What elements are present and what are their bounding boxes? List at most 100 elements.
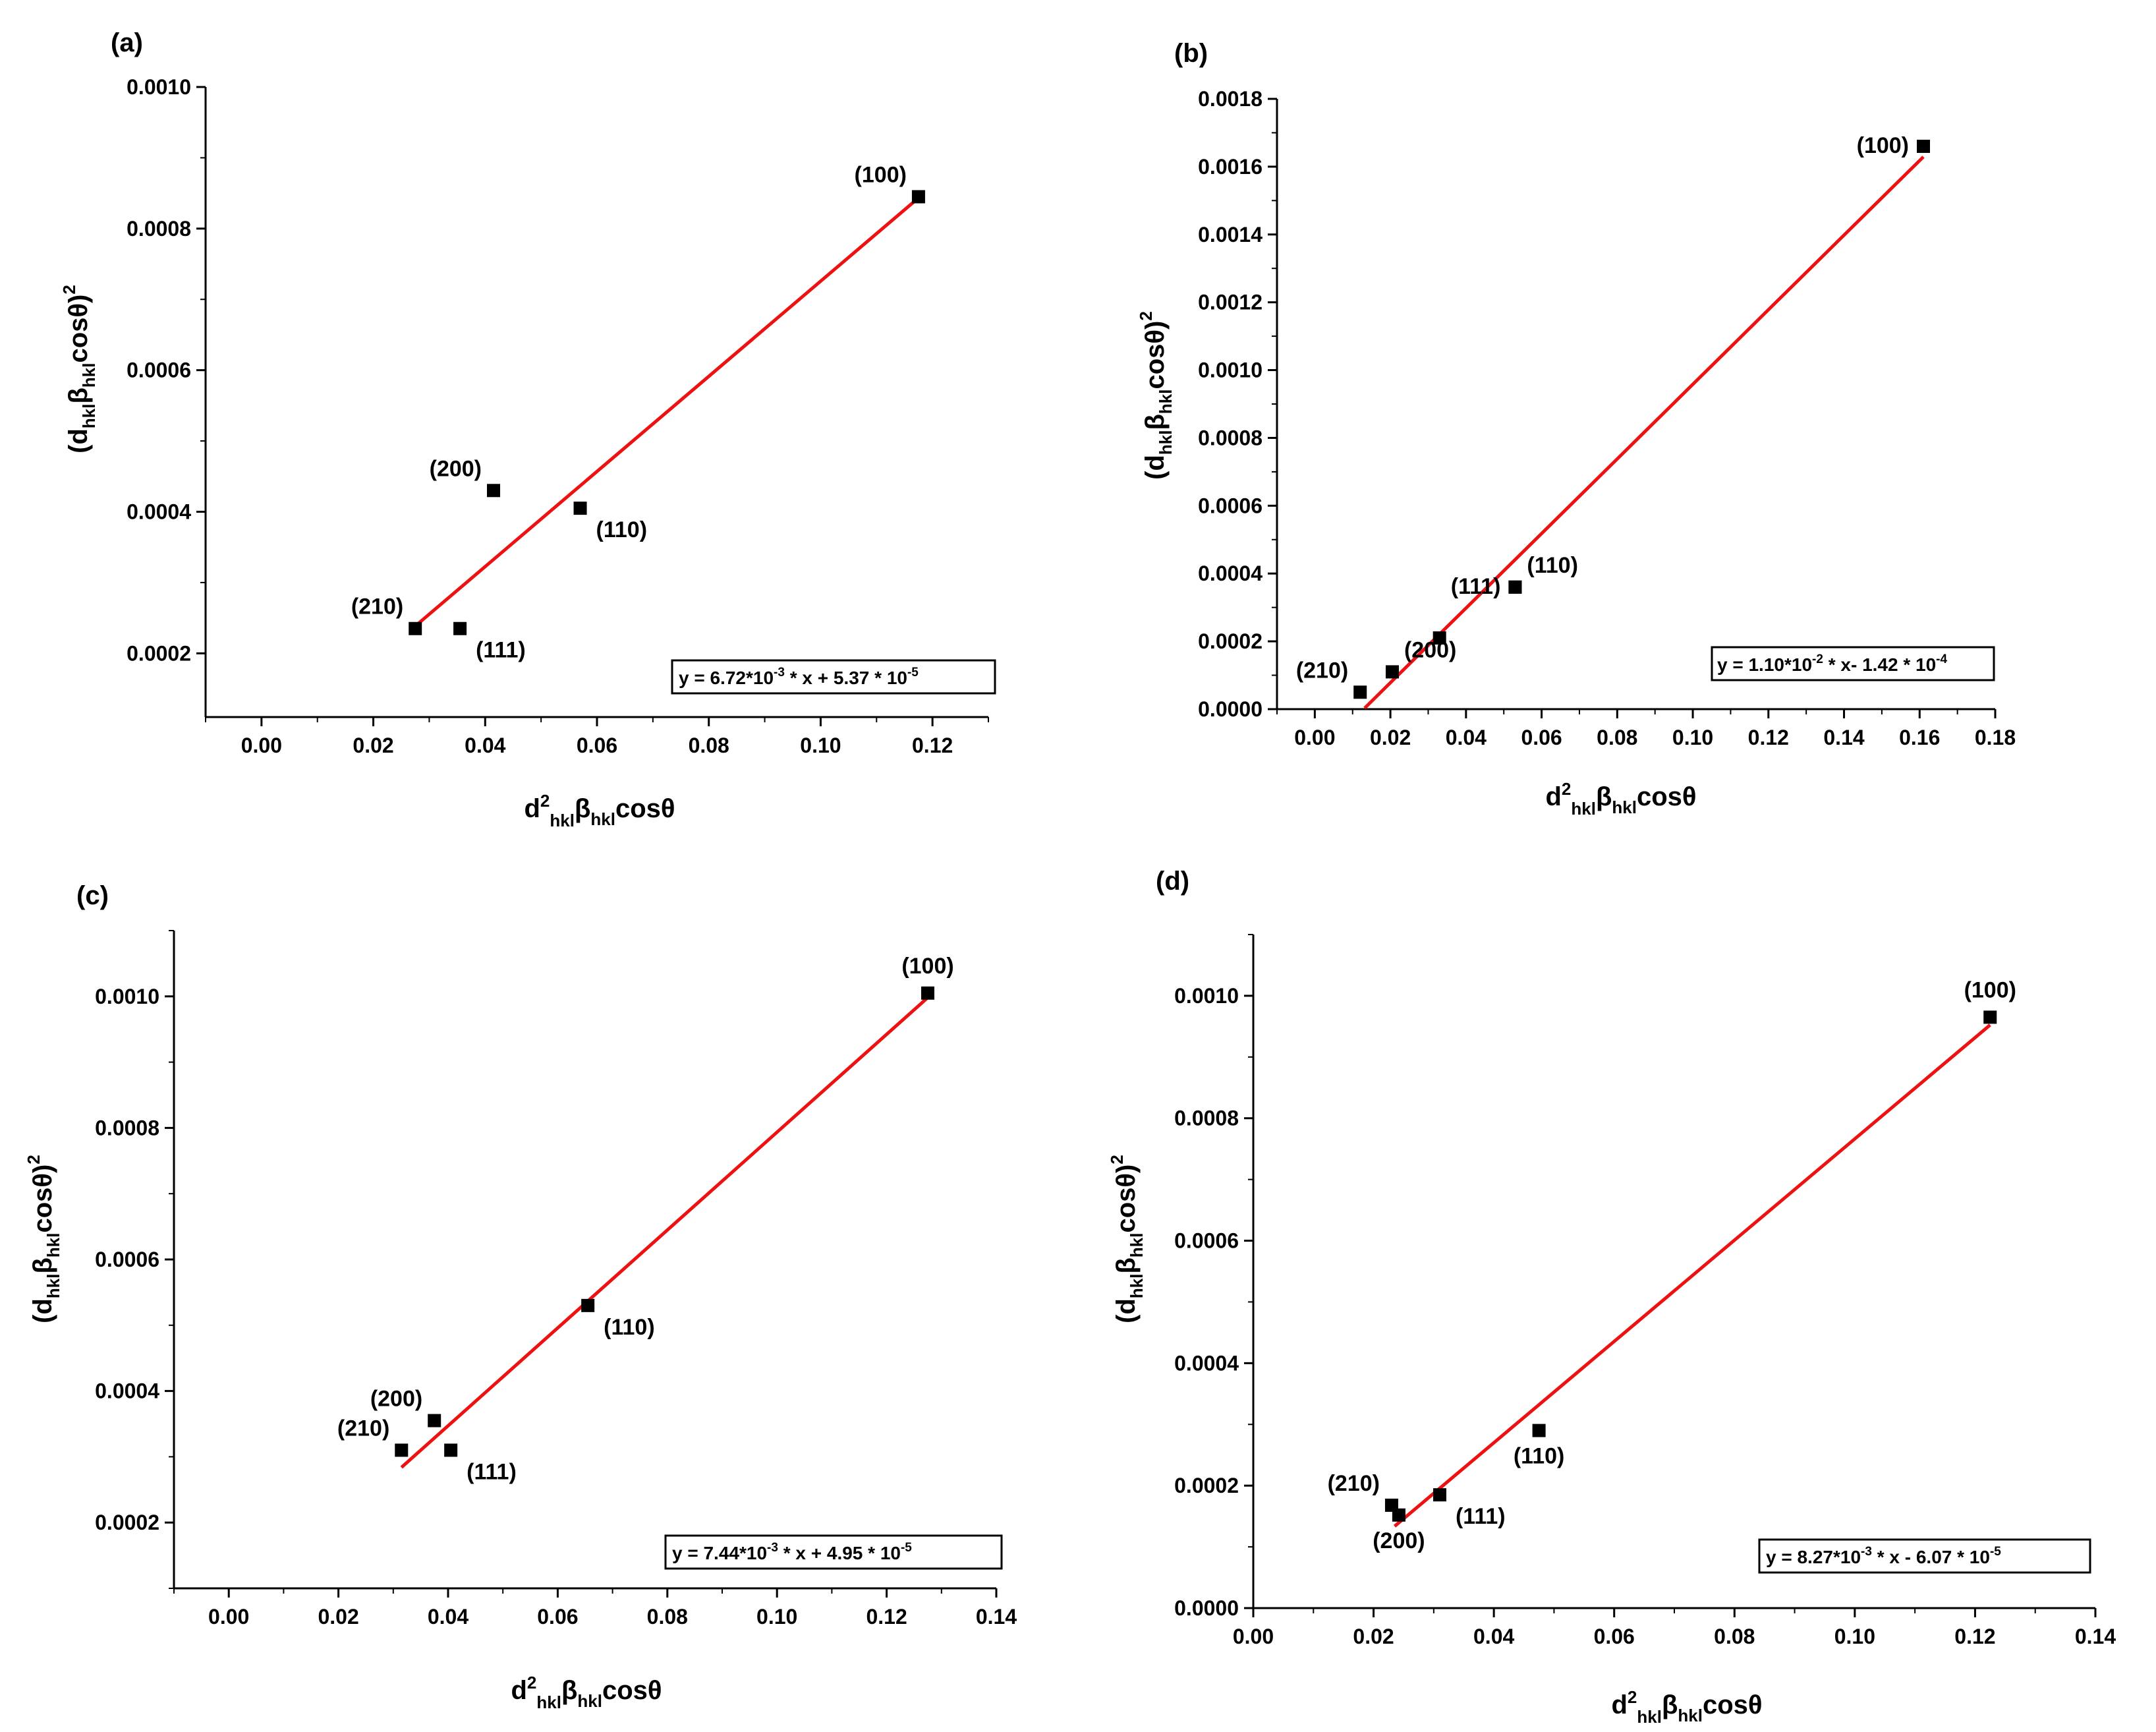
point-label: (100) bbox=[1857, 133, 1909, 158]
data-point bbox=[911, 190, 925, 204]
point-label: (110) bbox=[604, 1315, 655, 1340]
plot-area: 0.00 0.02 0.04 0.06 0.08 0.10 0.12 0.14 0.16 0.18… bbox=[1198, 87, 2016, 749]
y-tick-label: 0.0002 bbox=[95, 1511, 159, 1534]
y-tick-label: 0.0002 bbox=[1174, 1474, 1239, 1497]
fit-line bbox=[1363, 156, 1925, 710]
x-tick-label: 0.14 bbox=[1823, 726, 1864, 749]
y-axis-title: (dhklβhklcosθ)2 bbox=[24, 1155, 63, 1323]
x-tick-label: 0.12 bbox=[1748, 726, 1789, 749]
data-point bbox=[1433, 631, 1446, 645]
x-axis-title: d2hklβhklcosθ bbox=[1545, 779, 1696, 819]
panel-letter: (b) bbox=[1174, 39, 1208, 68]
equation-box: y = 1.10*10-2 * x- 1.42 * 10-4 bbox=[1711, 646, 1995, 681]
x-tick-label: 0.00 bbox=[208, 1605, 249, 1629]
y-tick-label: 0.0008 bbox=[1174, 1107, 1239, 1130]
x-tick-label: 0.14 bbox=[976, 1605, 1017, 1629]
y-tick-label: 0.0006 bbox=[95, 1248, 159, 1271]
data-point bbox=[395, 1443, 409, 1457]
x-axis-title: d2hklβhklcosθ bbox=[1611, 1687, 1762, 1727]
x-tick-label: 0.06 bbox=[1594, 1625, 1635, 1648]
point-label: (210) bbox=[1328, 1471, 1380, 1496]
x-tick-label: 0.04 bbox=[428, 1605, 468, 1629]
fit-line bbox=[414, 196, 920, 627]
panel-d: (d) 0.00 0.02 0.04 0.06 0.08 0.10 0.12 0.140.00… bbox=[1107, 867, 2116, 1727]
data-point bbox=[1917, 140, 1930, 154]
x-tick-label: 0.12 bbox=[866, 1605, 907, 1629]
point-label: (200) bbox=[430, 456, 482, 481]
plot-area: 0.00 0.02 0.04 0.06 0.08 0.10 0.12 0.14 0.0000 0.… bbox=[1174, 934, 2116, 1648]
fit-equation: y = 8.27*10-3 * x - 6.07 * 10-5 bbox=[1766, 1545, 2001, 1567]
x-tick-label: 0.08 bbox=[647, 1605, 688, 1629]
y-tick-label: 0.0006 bbox=[1174, 1229, 1239, 1253]
point-label: (200) bbox=[370, 1387, 422, 1412]
y-tick-label: 0.0006 bbox=[1198, 494, 1262, 517]
y-tick-label: 0.0014 bbox=[1198, 223, 1262, 246]
x-tick-label: 0.06 bbox=[577, 734, 617, 757]
data-point bbox=[581, 1298, 595, 1312]
data-point bbox=[428, 1414, 441, 1428]
point-label: (210) bbox=[1296, 658, 1348, 683]
y-tick-label: 0.0002 bbox=[127, 641, 191, 665]
fit-equation: y = 1.10*10-2 * x- 1.42 * 10-4 bbox=[1717, 652, 1947, 675]
point-label: (100) bbox=[855, 162, 907, 187]
point-label: (111) bbox=[476, 638, 526, 663]
x-tick-label: 0.08 bbox=[689, 734, 729, 757]
x-tick-label: 0.02 bbox=[353, 734, 393, 757]
panel-letter: (d) bbox=[1156, 867, 1189, 896]
y-tick-label: 0.0004 bbox=[1198, 562, 1262, 585]
y-tick-label: 0.0010 bbox=[1174, 984, 1239, 1008]
data-point bbox=[444, 1443, 458, 1457]
y-tick-label: 0.0000 bbox=[1198, 697, 1262, 721]
equation-box: y = 8.27*10-3 * x - 6.07 * 10-5 bbox=[1758, 1538, 2091, 1574]
y-tick-label: 0.0008 bbox=[127, 217, 191, 241]
x-tick-label: 0.00 bbox=[1294, 726, 1335, 749]
point-label: (110) bbox=[1527, 553, 1578, 578]
y-tick-label: 0.0004 bbox=[95, 1379, 159, 1403]
x-tick-label: 0.10 bbox=[1834, 1625, 1875, 1648]
y-tick-label: 0.0012 bbox=[1198, 291, 1262, 314]
y-tick-label: 0.0000 bbox=[1174, 1596, 1239, 1620]
point-label: (210) bbox=[351, 594, 403, 620]
point-label: (110) bbox=[1514, 1444, 1565, 1469]
data-point bbox=[1983, 1010, 1997, 1024]
x-tick-label: 0.04 bbox=[1446, 726, 1487, 749]
fit-equation: y = 7.44*10-3 * x + 4.95 * 10-5 bbox=[672, 1541, 912, 1563]
x-axis-title: d2hklβhklcosθ bbox=[524, 791, 675, 830]
y-tick-label: 0.0008 bbox=[95, 1116, 159, 1140]
y-axis-title: (dhklβhklcosθ)2 bbox=[1107, 1155, 1147, 1323]
fit-equation: y = 6.72*10-3 * x + 5.37 * 10-5 bbox=[679, 666, 919, 688]
x-tick-label: 0.02 bbox=[1370, 726, 1411, 749]
x-tick-label: 0.04 bbox=[465, 734, 505, 757]
point-label: (111) bbox=[467, 1459, 517, 1484]
x-tick-label: 0.10 bbox=[800, 734, 841, 757]
data-point bbox=[1385, 665, 1399, 679]
equation-box: y = 6.72*10-3 * x + 5.37 * 10-5 bbox=[671, 659, 996, 695]
plot-area: 0.00 0.02 0.04 0.06 0.08 0.10 0.12 0.0002 0.0004… bbox=[127, 75, 989, 757]
x-axis-title: d2hklβhklcosθ bbox=[511, 1673, 662, 1712]
plot-area: 0.00 0.02 0.04 0.06 0.08 0.10 0.12 0.14 0.0002 0.… bbox=[95, 930, 1017, 1629]
y-axis-title: (dhklβhklcosθ)2 bbox=[59, 285, 99, 453]
y-tick-label: 0.0006 bbox=[127, 359, 191, 382]
data-point bbox=[573, 502, 587, 515]
y-tick-label: 0.0010 bbox=[127, 75, 191, 99]
x-tick-label: 0.04 bbox=[1473, 1625, 1514, 1648]
data-point bbox=[1532, 1424, 1546, 1437]
data-point bbox=[1433, 1488, 1446, 1502]
panel-letter: (c) bbox=[76, 881, 109, 910]
y-tick-label: 0.0002 bbox=[1198, 629, 1262, 653]
y-tick-label: 0.0004 bbox=[127, 500, 191, 523]
x-tick-label: 0.00 bbox=[241, 734, 282, 757]
x-tick-label: 0.14 bbox=[2075, 1625, 2116, 1648]
point-label: (110) bbox=[596, 517, 648, 542]
equation-box: y = 7.44*10-3 * x + 4.95 * 10-5 bbox=[664, 1534, 1003, 1570]
point-label: (111) bbox=[1451, 574, 1501, 599]
y-tick-label: 0.0016 bbox=[1198, 155, 1262, 179]
x-tick-label: 0.02 bbox=[1353, 1625, 1394, 1648]
x-tick-label: 0.08 bbox=[1714, 1625, 1755, 1648]
x-tick-label: 0.10 bbox=[1672, 726, 1713, 749]
point-label: (200) bbox=[1404, 637, 1456, 662]
x-tick-label: 0.16 bbox=[1899, 726, 1940, 749]
y-tick-label: 0.0004 bbox=[1174, 1351, 1239, 1375]
x-tick-label: 0.06 bbox=[1521, 726, 1562, 749]
